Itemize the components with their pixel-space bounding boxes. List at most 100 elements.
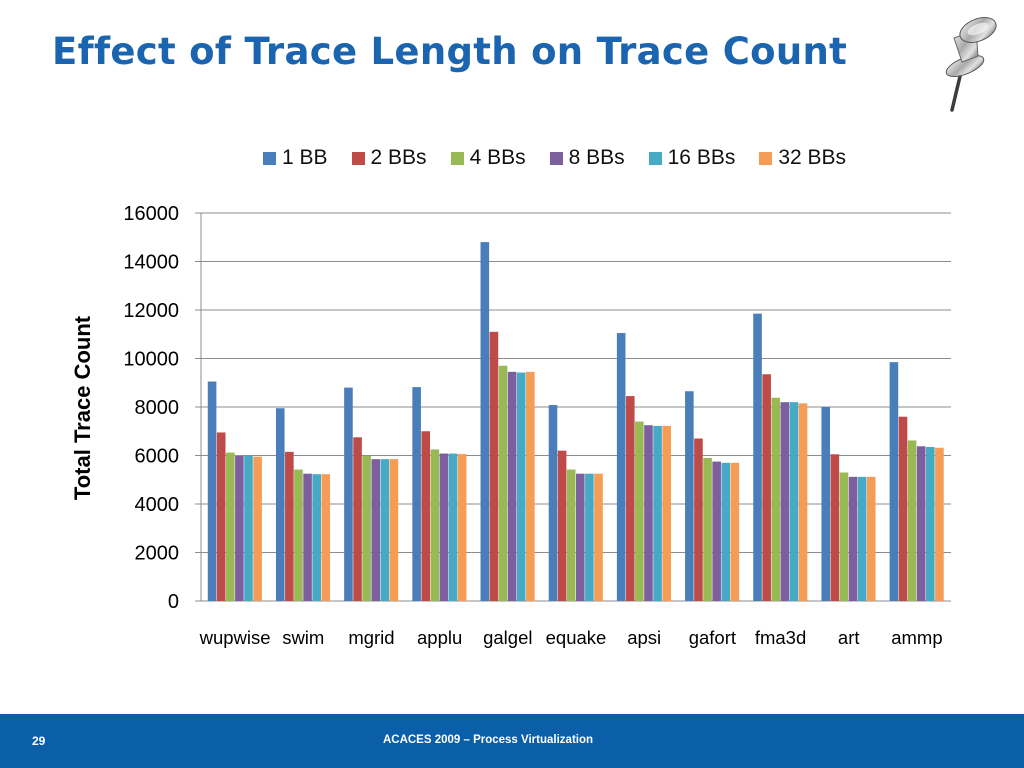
bar [412,387,421,601]
bar [480,242,490,601]
bar [303,473,312,601]
legend-label: 16 BBs [667,146,736,169]
bar [516,372,526,601]
bar [253,456,262,601]
bar [389,459,399,601]
x-tick-label: mgrid [348,627,394,648]
legend-label: 4 BBs [469,146,526,169]
legend-label: 8 BBs [568,146,625,169]
x-tick-label: art [838,627,860,648]
bar [730,462,740,601]
bar [830,454,840,601]
bar [653,425,662,601]
page-number: 29 [32,734,46,748]
bar [712,461,721,601]
bar [353,437,362,601]
legend-item: 1 BB [263,146,328,170]
legend-label: 1 BB [282,146,328,169]
bar [907,440,917,601]
y-tick-label: 4000 [135,494,180,516]
bar-chart: 0 2000 4000 6000 8000 10000 12000 14000 16000 Tot… [70,203,951,648]
bar [275,408,285,601]
bar [771,397,781,601]
slide-title: Effect of Trace Length on Trace Count [52,30,848,73]
y-tick-label: 10000 [123,349,179,371]
bar [762,374,771,601]
x-tick-label: equake [546,627,607,648]
bar [448,453,458,601]
legend-swatch [648,151,662,165]
legend-swatch [549,151,563,165]
legend-label: 2 BBs [370,146,427,169]
x-tick-label: galgel [483,627,532,648]
x-tick-label: gafort [689,627,736,648]
bar [489,331,499,601]
bar [457,454,467,601]
bar [294,469,303,601]
x-tick-label: apsi [627,627,661,648]
x-tick-label: wupwise [199,627,271,648]
bar [507,371,517,601]
bar [380,459,390,601]
bar [421,431,431,601]
bar [344,387,353,601]
y-tick-label: 12000 [123,300,179,322]
bar [898,416,908,601]
bar [866,476,876,601]
y-tick-label: 14000 [123,252,179,274]
bar [839,472,849,601]
bar [644,425,653,601]
bar [585,473,594,601]
bar [625,396,635,601]
bar [685,391,694,601]
bar [312,474,321,601]
x-tick-label: ammp [891,627,942,648]
y-tick-label: 6000 [135,446,180,468]
y-tick-label: 0 [168,591,179,613]
legend-swatch [351,151,365,165]
legend-swatch [450,151,464,165]
bar [616,333,626,601]
bar [576,473,585,601]
bar [225,452,235,601]
legend-item: 2 BBs [351,146,427,170]
bar [439,453,449,601]
legend-item: 8 BBs [549,146,625,170]
bar [889,362,899,601]
bar [857,476,867,601]
bar [780,402,790,601]
pushpin-icon [945,17,997,112]
bar [594,473,603,601]
bar [916,446,926,601]
bar [244,455,253,601]
bar [635,421,644,601]
legend-label: 32 BBs [778,146,847,169]
bar [207,381,217,601]
bar [926,447,935,601]
bar [703,457,712,601]
y-tick-label: 2000 [135,543,180,565]
bar [285,451,294,601]
legend-item: 16 BBs [648,146,736,170]
bar [557,450,567,601]
bar [753,313,762,601]
y-tick-label: 8000 [135,397,180,419]
bar [371,459,381,601]
legend-swatch [759,151,773,165]
bar [694,438,703,601]
x-tick-label: swim [282,627,324,648]
x-tick-label: fma3d [755,627,806,648]
footer-text: ACACES 2009 – Process Virtualization [382,734,594,746]
bar [935,447,944,601]
bar [566,469,576,601]
bar [548,405,558,601]
bar [526,371,535,601]
bar [216,432,226,601]
bar [235,455,244,601]
bar [789,402,799,601]
slide-footer: 29 ACACES 2009 – Process Virtualization [0,714,1024,768]
bar [662,425,671,601]
y-tick-label: 16000 [123,203,179,225]
bar [821,407,831,601]
bar [362,455,371,601]
